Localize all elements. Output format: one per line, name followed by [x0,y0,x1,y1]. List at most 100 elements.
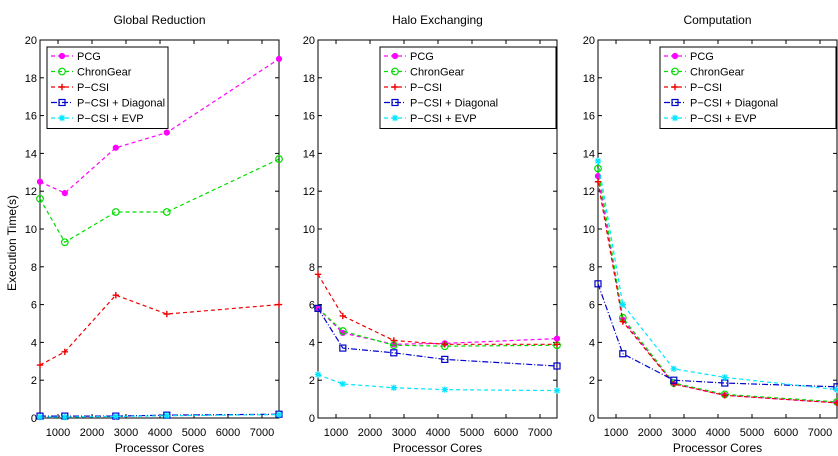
legend-label: PCG [690,51,714,63]
y-tick-label: 16 [25,111,37,123]
x-tick-label: 3000 [392,427,416,439]
legend-box [659,46,837,129]
data-point [339,380,347,388]
legend-label: P−CSI + Diagonal [690,98,778,110]
y-tick-label: 2 [589,375,595,387]
chart-title: Halo Exchanging [392,13,483,27]
data-point [619,350,627,358]
legend-label: P−CSI + EVP [690,113,757,125]
data-point [339,344,347,352]
data-point [163,412,171,419]
series-line [40,413,280,417]
legend-label: P−CSI [77,82,109,94]
y-tick-label: 14 [303,148,315,160]
y-tick-label: 16 [303,111,315,123]
series-line [317,308,558,367]
legend-label: ChronGear [410,67,465,79]
y-tick-label: 6 [589,300,595,312]
legend-box [46,46,169,129]
data-point [553,387,561,394]
x-tick-label: 7000 [528,427,552,439]
y-tick-label: 8 [589,262,595,274]
data-point [162,208,171,216]
data-point [619,318,627,325]
x-axis-label: Processor Cores [393,441,482,455]
chart-title: Global Reduction [113,13,205,27]
legend-label: P−CSI + EVP [77,113,144,125]
x-tick-label: 2000 [638,427,662,439]
series-line [317,307,558,347]
data-point [833,386,838,393]
data-point [112,144,119,151]
series-line [39,294,280,366]
data-point [553,335,561,342]
legend-marker [58,67,66,76]
data-point [670,365,678,373]
x-tick-label: 3000 [672,427,696,439]
y-tick-label: 16 [583,111,595,123]
y-tick-label: 2 [309,375,315,387]
data-point [36,413,44,421]
data-point [112,291,120,299]
x-tick-label: 1000 [324,427,348,439]
y-tick-label: 10 [25,224,37,236]
y-tick-label: 10 [583,224,595,236]
data-point [390,384,398,391]
data-point [338,327,347,335]
data-point [441,355,449,364]
legend-marker [391,83,399,91]
x-tick-label: 2000 [80,427,104,439]
legend-marker [671,98,679,107]
data-point [594,164,602,173]
y-tick-label: 12 [25,186,37,198]
x-tick-label: 7000 [808,427,832,439]
legend-box [379,46,557,129]
y-tick-label: 14 [25,148,37,160]
y-tick-label: 6 [309,300,315,312]
series-line [597,283,838,388]
data-point [275,55,283,63]
legend-label: ChronGear [690,67,745,79]
legend-marker [671,114,679,122]
y-tick-label: 6 [31,300,37,312]
data-point [314,271,322,278]
data-point [36,178,44,185]
data-point [594,157,602,165]
data-point [111,208,120,216]
series-line [39,158,280,244]
series-line [597,175,838,404]
chart-title: Computation [683,13,751,27]
y-tick-label: 2 [31,375,37,387]
data-point [670,380,678,388]
legend-label: P−CSI [690,82,722,94]
y-tick-label: 8 [31,262,37,274]
series-line [40,413,280,418]
data-point [61,348,69,356]
x-tick-label: 4000 [706,427,730,439]
y-tick-label: 20 [583,35,595,47]
legend-marker [391,114,399,122]
x-tick-label: 7000 [250,427,274,439]
x-tick-label: 4000 [426,427,450,439]
y-tick-label: 4 [31,337,37,349]
x-tick-label: 5000 [740,427,764,439]
data-point [553,341,561,348]
series-line [317,307,558,345]
x-tick-label: 3000 [114,427,138,439]
data-point [339,312,347,320]
data-point [619,301,627,308]
series-line [597,168,838,403]
legend-label: ChronGear [77,67,132,79]
series-line [597,160,838,391]
x-tick-label: 6000 [216,427,240,439]
y-tick-label: 4 [309,337,315,349]
data-point [721,374,729,381]
panel-global-reduction: Global Reduction Processor Cores 0 2 4 6 8 10 12… [25,13,283,455]
data-point [594,178,602,185]
y-tick-label: 12 [303,186,315,198]
y-tick-label: 14 [583,148,595,160]
x-tick-label: 1000 [46,427,70,439]
data-point [275,301,283,308]
y-tick-label: 0 [309,413,315,425]
